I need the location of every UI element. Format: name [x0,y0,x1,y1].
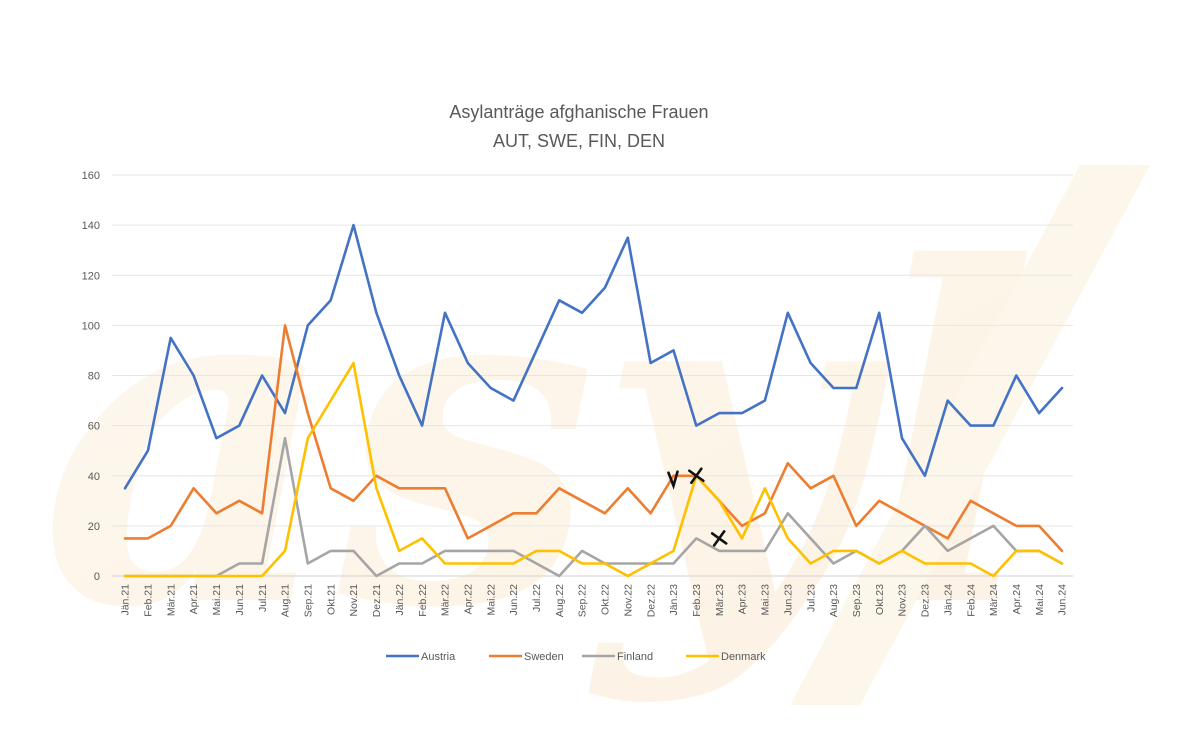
x-tick-label: Jun.22 [508,584,520,616]
cross-mark [710,530,728,547]
x-tick-label: Apr.21 [188,584,200,615]
cross-mark [688,467,705,485]
series-line-sweden [123,324,1064,553]
x-tick-label: Mär.23 [714,584,726,616]
x-tick-label: Feb.22 [417,584,429,617]
x-tick-label: Nov.23 [897,584,909,617]
x-tick-label: Dez.23 [920,584,932,617]
x-tick-label: Okt.23 [874,584,886,615]
x-tick-label: Mai.22 [485,584,497,616]
check-mark [667,470,679,490]
x-tick-label: Mai.23 [760,584,772,616]
y-tick-label: 140 [82,220,100,232]
x-tick-label: Aug.22 [554,584,566,617]
y-axis: 0 20 40 60 80 100 120 140 160 [82,170,100,583]
y-tick-label: 40 [88,471,100,483]
watermark-logo: asyl [40,165,1150,709]
legend-item-austria: Austria [386,651,456,663]
x-tick-label: Jun.24 [1057,584,1069,616]
x-tick-label: Jun.21 [234,584,246,616]
x-tick-label: Aug.23 [828,584,840,617]
legend-item-denmark: Denmark [686,651,766,663]
x-tick-label: Sep.22 [577,584,589,617]
legend-item-finland: Finland [582,651,653,663]
y-tick-label: 160 [82,170,100,182]
y-tick-label: 120 [82,270,100,282]
x-tick-label: Dez.22 [645,584,657,617]
x-tick-label: Okt.22 [600,584,612,615]
annotations [667,467,728,547]
legend: Austria Sweden Finland Denmark [386,651,766,663]
legend-item-sweden: Sweden [489,651,564,663]
legend-label: Austria [421,651,456,663]
x-tick-label: Nov.22 [622,584,634,617]
x-tick-label: Okt.21 [325,584,337,615]
x-tick-label: Feb.24 [965,584,977,617]
x-tick-label: Dez.21 [371,584,383,617]
x-tick-label: Sep.23 [851,584,863,617]
x-tick-label: Jän.23 [668,584,680,616]
chart-title: Asylanträge afghanische Frauen [449,102,708,122]
gridlines [112,174,1073,577]
x-tick-label: Apr.24 [1011,584,1023,615]
x-tick-label: Jän.21 [120,584,132,616]
x-tick-label: Mai.24 [1034,584,1046,616]
series-lines [123,223,1064,578]
series-line-austria [123,223,1064,490]
chart-subtitle: AUT, SWE, FIN, DEN [493,131,665,151]
x-tick-label: Aug.21 [280,584,292,617]
x-tick-label: Jul.22 [531,584,543,612]
x-axis: Jän.21 Feb.21 Mär.21 Apr.21 Mai.21 Jun.21 Jul.… [120,584,1069,617]
x-tick-label: Apr.22 [462,584,474,615]
x-tick-label: Nov.21 [348,584,360,617]
x-tick-label: Mai.21 [211,584,223,616]
x-tick-label: Mär.24 [988,584,1000,616]
x-tick-label: Mär.22 [440,584,452,616]
x-tick-label: Jän.22 [394,584,406,616]
x-tick-label: Mär.21 [165,584,177,616]
legend-label: Sweden [524,651,564,663]
x-tick-label: Apr.23 [737,584,749,615]
legend-label: Finland [617,651,653,663]
legend-label: Denmark [721,651,766,663]
y-tick-label: 80 [88,371,100,383]
x-tick-label: Jun.23 [782,584,794,616]
x-tick-label: Sep.21 [303,584,315,617]
y-tick-label: 20 [88,521,100,533]
series-line-denmark [123,361,1064,578]
y-tick-label: 60 [88,421,100,433]
x-tick-label: Jul.21 [257,584,269,612]
x-tick-label: Feb.23 [691,584,703,617]
x-tick-label: Jän.24 [942,584,954,616]
series-line-finland [123,436,1064,578]
x-tick-label: Feb.21 [143,584,155,617]
y-tick-label: 100 [82,320,100,332]
x-tick-label: Jul.23 [805,584,817,612]
y-tick-label: 0 [94,571,100,583]
